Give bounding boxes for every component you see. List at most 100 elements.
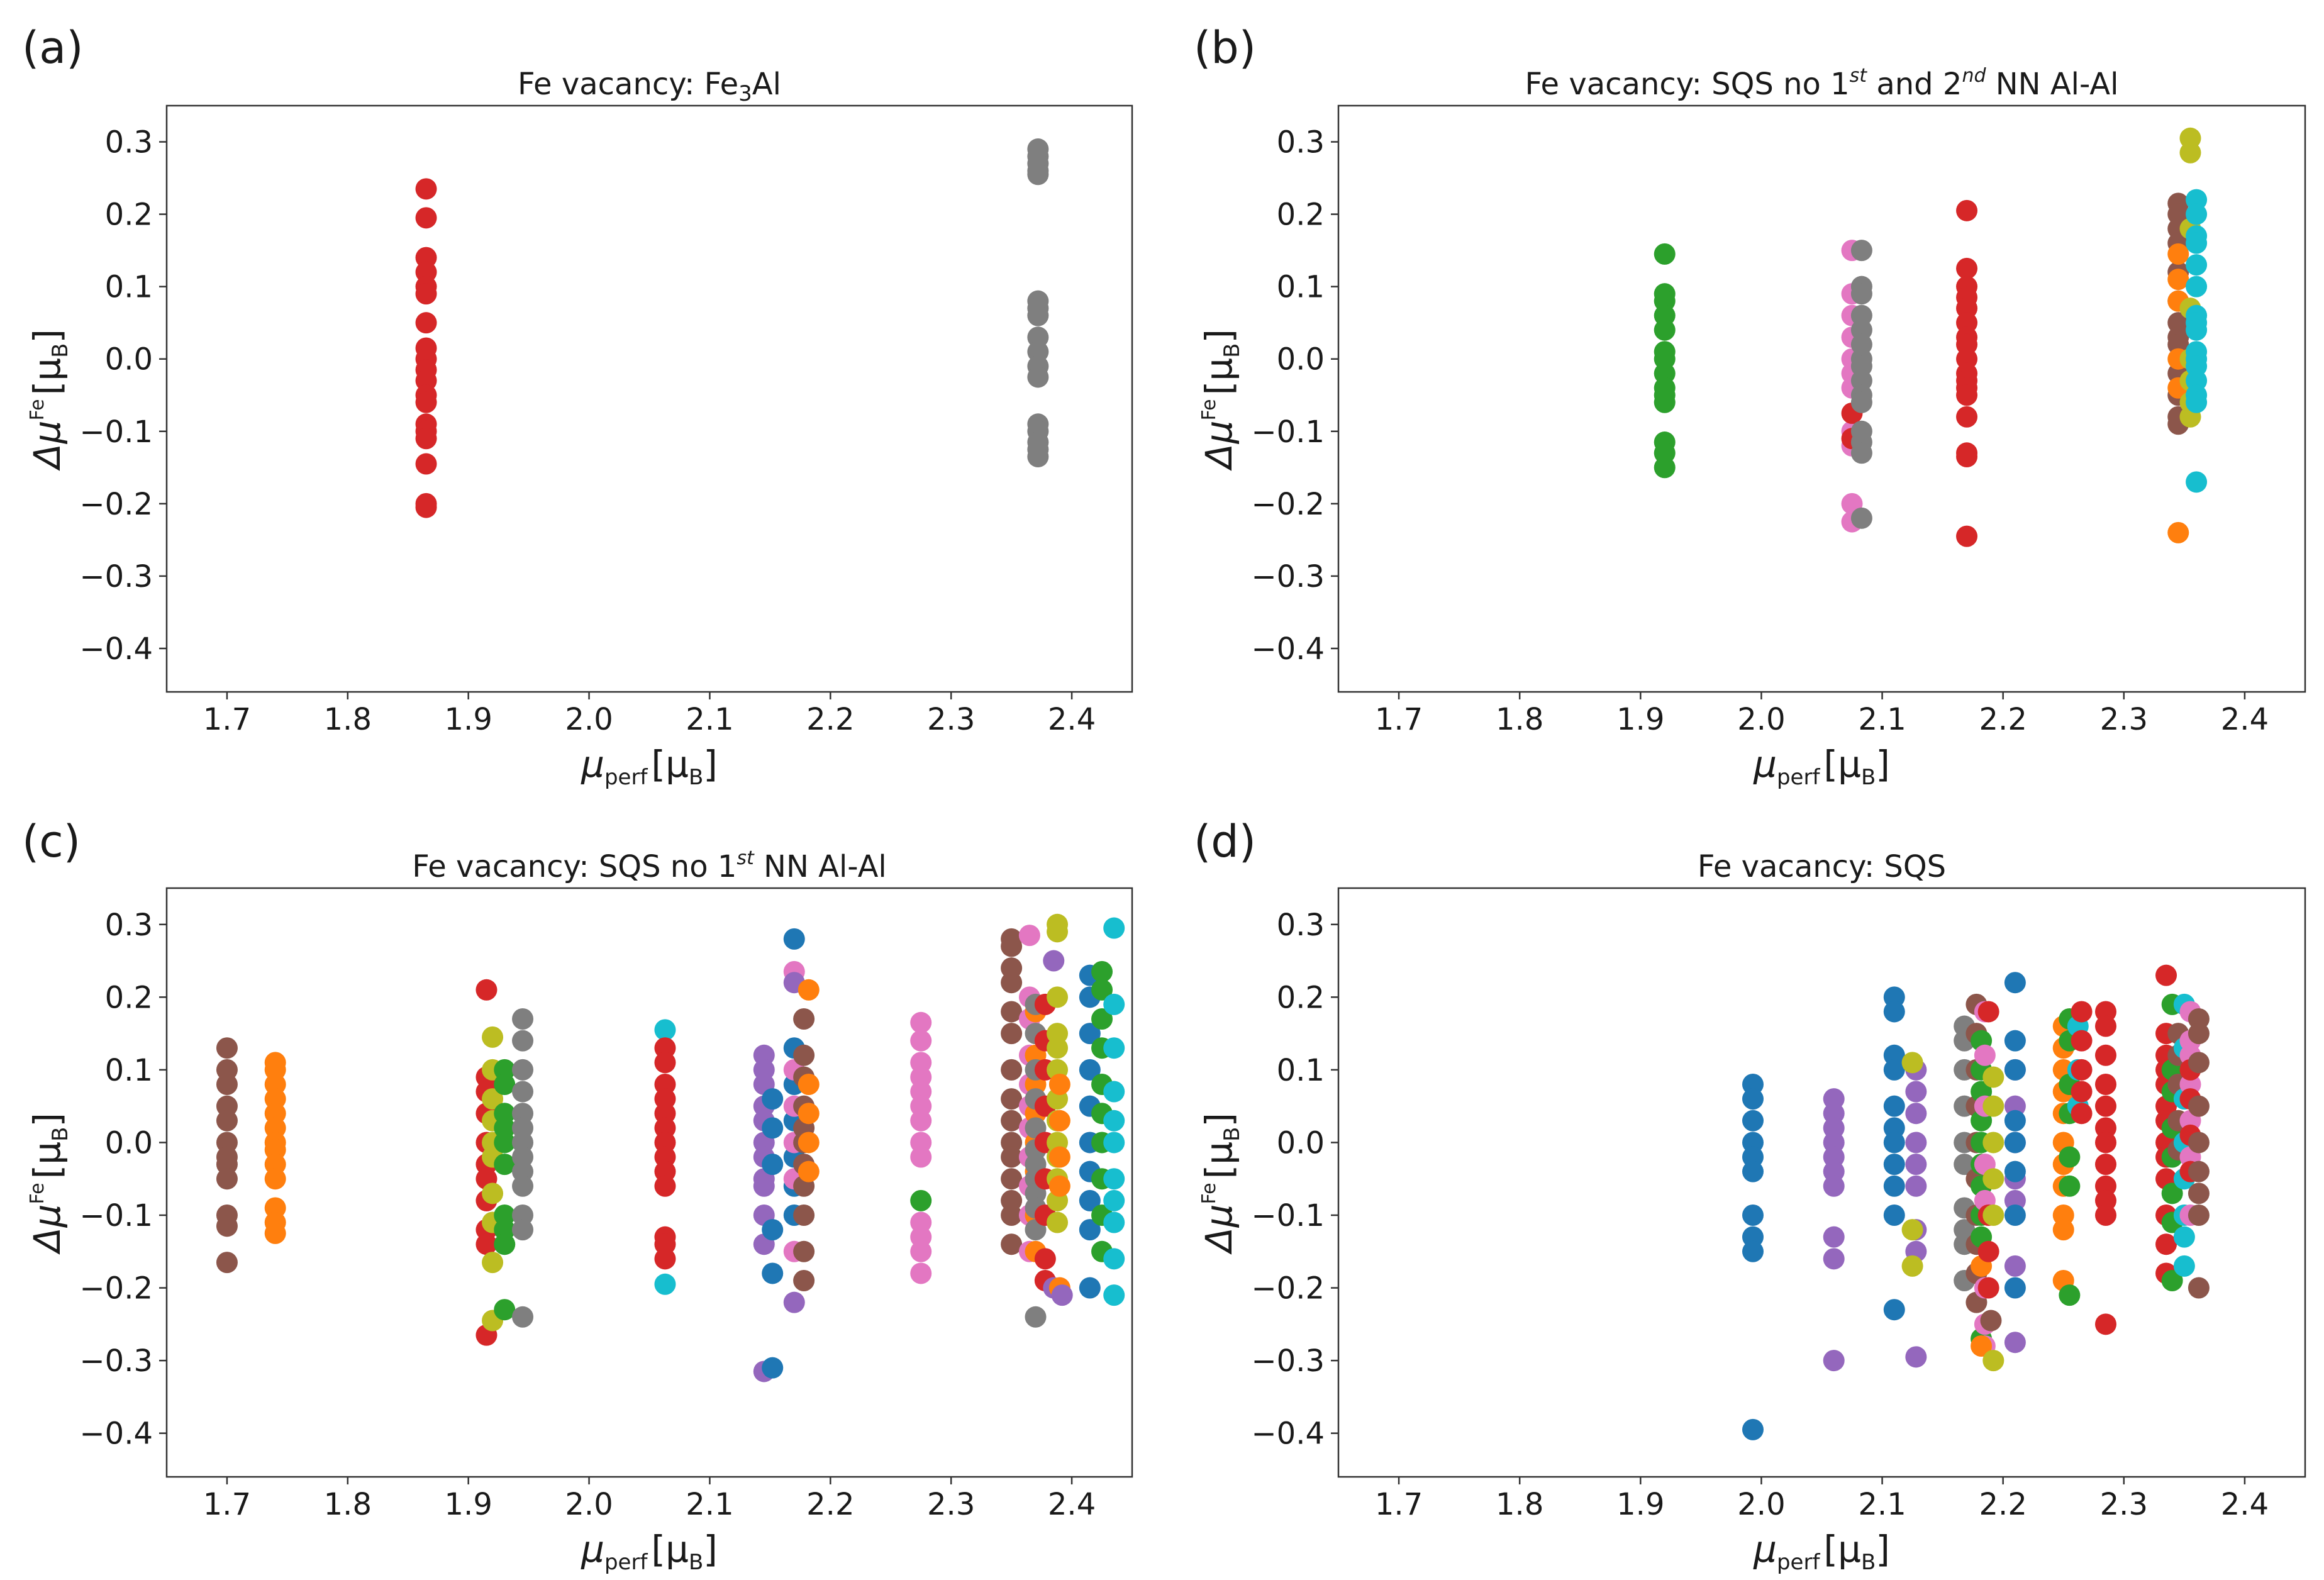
- text-part: NN Al-Al: [1986, 67, 2119, 102]
- x-tick-label: 1.7: [1375, 702, 1423, 737]
- data-point-brown: [2188, 1132, 2210, 1154]
- text-part: Fe: [26, 1182, 48, 1204]
- data-point-red: [415, 496, 437, 518]
- plot-title: Fe vacancy: SQS no 1st and 2nd NN Al-Al: [1525, 65, 2119, 102]
- x-tick-label: 2.3: [927, 1487, 975, 1522]
- y-tick-label: −0.4: [1251, 1416, 1325, 1452]
- data-point-gray: [1850, 391, 1872, 413]
- data-point-olive: [1982, 1204, 2004, 1226]
- data-point-blue: [2004, 1160, 2026, 1182]
- x-tick-label: 2.2: [806, 1487, 854, 1522]
- data-point-brown: [1001, 1001, 1023, 1023]
- data-point-red: [1956, 199, 1978, 221]
- data-point-brown: [1001, 1110, 1023, 1132]
- data-point-olive: [1982, 1132, 2004, 1154]
- data-point-cyan: [2186, 471, 2208, 493]
- data-point-olive: [1047, 1037, 1069, 1059]
- y-tick-label: −0.4: [79, 631, 153, 667]
- data-point-blue: [762, 1262, 784, 1284]
- data-point-orange: [2167, 269, 2189, 291]
- y-tick-label: −0.1: [79, 414, 153, 450]
- data-point-red: [1977, 1277, 1999, 1299]
- data-point-green: [1654, 243, 1676, 265]
- y-tick-label: 0.1: [105, 1053, 153, 1088]
- x-tick-label: 1.7: [203, 1487, 251, 1522]
- data-point-orange: [1971, 1335, 1993, 1357]
- x-tick-label: 2.3: [2100, 1487, 2148, 1522]
- plot-title: Fe vacancy: SQS: [1698, 849, 1946, 884]
- data-point-pink: [910, 1110, 932, 1132]
- data-point-purple: [753, 1175, 775, 1197]
- data-point-red: [654, 1175, 676, 1197]
- text-part: Al: [752, 67, 781, 102]
- panel-a: (a) Fe vacancy: Fe3Al 1.7 1.8 1.9 2.0 2.1 2.2 2.…: [22, 22, 1133, 790]
- data-point-brown: [2188, 1277, 2210, 1299]
- data-point-pink: [910, 1240, 932, 1262]
- data-point-pink: [910, 1011, 932, 1033]
- data-point-purple: [1823, 1226, 1845, 1248]
- y-tick-label: 0.3: [105, 125, 153, 160]
- data-point-brown: [1001, 972, 1023, 994]
- plot-frame: [165, 104, 1133, 693]
- data-point-blue: [1883, 1299, 1905, 1321]
- data-point-purple: [2004, 1255, 2026, 1277]
- text-part: μ: [581, 743, 604, 786]
- y-axis-label: ΔμFe [μB]: [1198, 329, 1245, 471]
- data-point-gray: [512, 1030, 534, 1052]
- data-point-blue: [1079, 1277, 1101, 1299]
- y-tick-label: 0.1: [105, 270, 153, 305]
- text-part: Δμ: [26, 421, 69, 472]
- data-point-green: [910, 1189, 932, 1211]
- x-tick-label: 2.1: [1858, 1487, 1906, 1522]
- text-part: Fe vacancy: Fe: [518, 67, 738, 102]
- data-point-blue: [1079, 1023, 1101, 1045]
- text-part: B: [1220, 1127, 1245, 1142]
- x-axis-label: μperf [μB]: [1753, 1528, 1890, 1575]
- x-tick-label: 2.0: [565, 1487, 613, 1522]
- text-part: perf: [604, 765, 648, 790]
- data-point-cyan: [2186, 254, 2208, 276]
- data-point-green: [1654, 457, 1676, 479]
- text-part: Δμ: [1198, 1204, 1240, 1255]
- y-tick-label: 0.2: [105, 980, 153, 1015]
- panel-d: (d) Fe vacancy: SQS 1.7 1.8 1.9 2.0 2.1 2.2 2.3 2…: [1194, 816, 2306, 1575]
- x-tick-label: 2.0: [565, 702, 613, 737]
- data-point-red: [1956, 446, 1978, 468]
- text-part: ]: [1876, 743, 1890, 786]
- data-point-gray: [1025, 1306, 1047, 1328]
- data-point-red: [1956, 406, 1978, 428]
- text-part: Fe: [26, 399, 48, 420]
- data-point-gray: [1850, 283, 1872, 305]
- text-part: perf: [1777, 1550, 1820, 1575]
- data-point-red: [2071, 1103, 2093, 1125]
- data-point-purple: [1051, 1284, 1073, 1306]
- data-point-brown: [1980, 1310, 2002, 1332]
- data-point-blue: [1742, 1088, 1764, 1110]
- text-part: st: [737, 847, 755, 869]
- data-point-green: [2059, 1146, 2081, 1168]
- data-point-brown: [2188, 1095, 2210, 1117]
- data-point-red: [1977, 1240, 1999, 1262]
- data-point-olive: [1982, 1095, 2004, 1117]
- y-tick-label: 0.0: [105, 1125, 153, 1160]
- data-point-brown: [216, 1252, 238, 1274]
- x-axis-label: μperf [μB]: [581, 743, 718, 790]
- data-point-blue: [1079, 1219, 1101, 1241]
- x-tick-label: 2.1: [1858, 702, 1906, 737]
- data-point-red: [415, 283, 437, 305]
- data-point-brown: [793, 1008, 815, 1030]
- text-part: μ: [1753, 1528, 1777, 1571]
- data-point-red: [2094, 1074, 2116, 1095]
- data-point-cyan: [2186, 319, 2208, 341]
- plot-frame: [1337, 887, 2306, 1478]
- y-tick-label: −0.2: [1251, 487, 1325, 522]
- panel-label: (b): [1194, 22, 1256, 74]
- text-part: [μ: [651, 1528, 689, 1571]
- data-point-orange: [2167, 243, 2189, 265]
- text-part: B: [48, 1127, 73, 1142]
- data-point-red: [1956, 257, 1978, 279]
- plot-frame: [165, 887, 1133, 1478]
- data-point-blue: [1883, 1204, 1905, 1226]
- y-tick-label: −0.2: [79, 1271, 153, 1306]
- data-point-gray: [1850, 507, 1872, 529]
